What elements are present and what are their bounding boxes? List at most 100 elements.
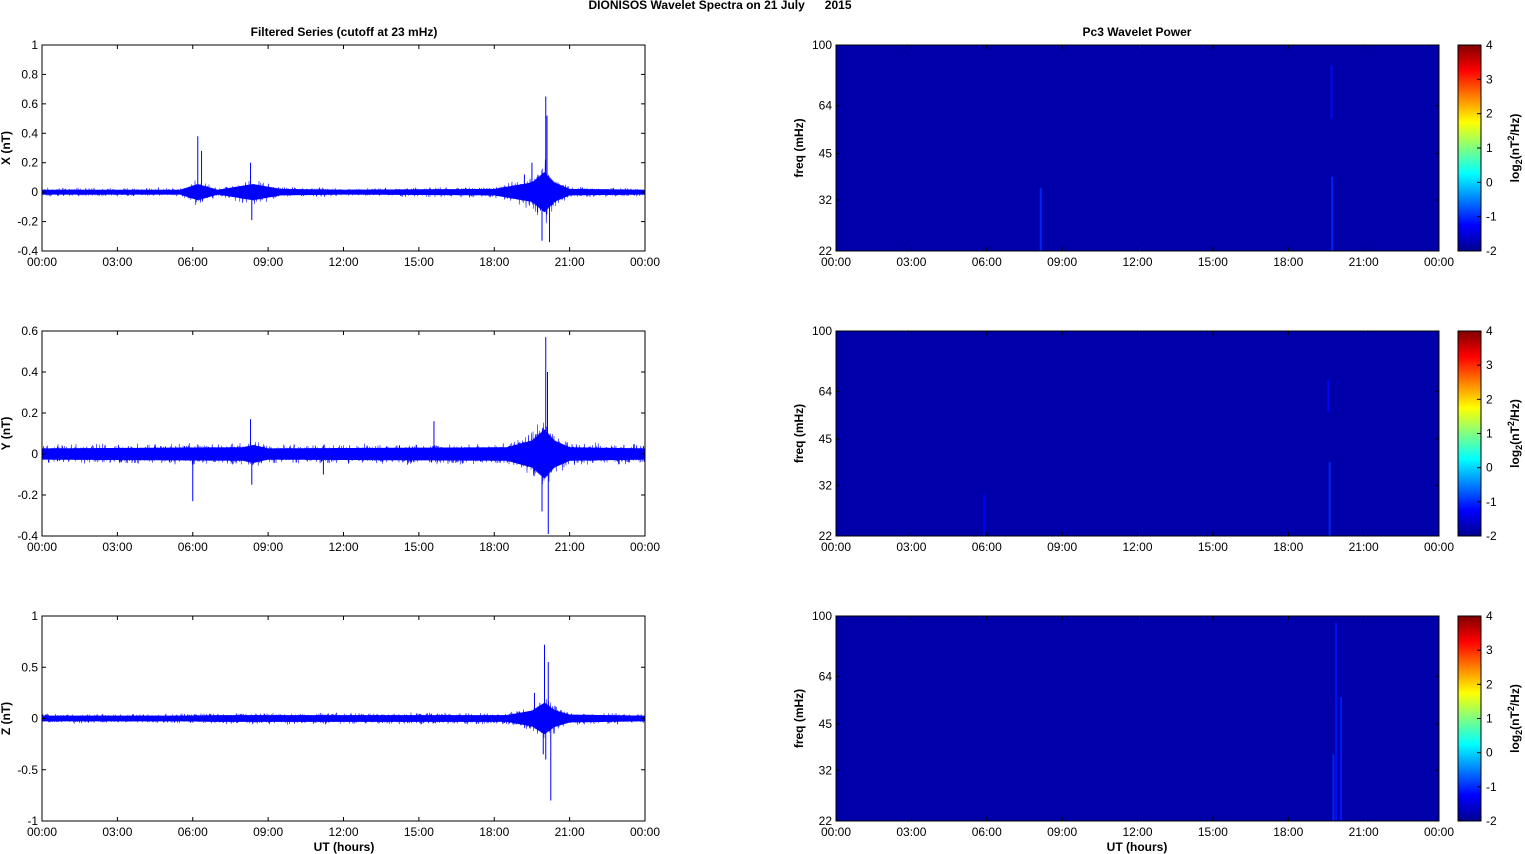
x-tick-label: 06:00 <box>178 825 208 839</box>
x-tick-label: 03:00 <box>102 540 132 554</box>
x-tick-label: 12:00 <box>328 825 358 839</box>
x-tick-label: 00:00 <box>1424 540 1454 554</box>
y-tick-label: 0 <box>31 712 38 726</box>
timeseries-x-ticks: 00:00 03:00 06:00 09:00 12:00 15:00 18:00 21:00… <box>27 616 660 839</box>
y-tick-label: 0.6 <box>21 324 38 338</box>
right-x-axis-label: UT (hours) <box>1107 840 1168 854</box>
wavelet-power-map <box>836 331 1439 536</box>
x-tick-label: 15:00 <box>1198 540 1228 554</box>
wavelet-x-ticks: 00:00 03:00 06:00 09:00 12:00 15:00 18:00 21:00… <box>821 616 1454 839</box>
y-tick-label: -0.4 <box>17 244 38 258</box>
wavelet-panel: 22 32 45 64 100 freq (mHz) <box>792 324 1440 543</box>
colorbar-tick-label: 3 <box>1486 643 1493 657</box>
wavelet-power-feature <box>1332 754 1335 821</box>
colorbar-tick-label: 3 <box>1486 358 1493 372</box>
colorbar: -2 -1 0 1 2 3 4 log2(nT2/Hz) <box>1457 609 1524 828</box>
plot-area <box>42 45 645 251</box>
colorbar-tick-label: -2 <box>1486 244 1497 258</box>
x-tick-label: 21:00 <box>555 825 585 839</box>
x-tick-label: 09:00 <box>1047 255 1077 269</box>
y-tick-label: 100 <box>812 324 832 338</box>
y-tick-label: 45 <box>819 717 833 731</box>
wavelet-x-ticks: 00:00 03:00 06:00 09:00 12:00 15:00 18:00 21:00… <box>821 45 1454 269</box>
x-tick-label: 03:00 <box>896 540 926 554</box>
x-tick-label: 03:00 <box>896 825 926 839</box>
x-tick-label: 03:00 <box>102 255 132 269</box>
x-tick-label: 12:00 <box>328 255 358 269</box>
colorbar-tick-label: -1 <box>1486 780 1497 794</box>
y-axis-label: Z (nT) <box>0 702 13 735</box>
colorbar-tick-label: 4 <box>1486 324 1493 338</box>
wavelet-power-feature <box>1330 65 1333 120</box>
colorbar-tick-label: 0 <box>1486 461 1493 475</box>
colorbar: -2 -1 0 1 2 3 4 log2(nT2/Hz) <box>1457 324 1524 543</box>
wavelet-power-map <box>836 45 1439 251</box>
x-tick-label: 06:00 <box>972 255 1002 269</box>
x-tick-label: 15:00 <box>404 255 434 269</box>
colorbar-tick-label: 4 <box>1486 609 1493 623</box>
y-tick-label: 0.8 <box>21 67 38 81</box>
x-tick-label: 21:00 <box>1349 255 1379 269</box>
y-tick-label: 32 <box>819 478 833 492</box>
colorbar-tick-label: -1 <box>1486 210 1497 224</box>
x-tick-label: 15:00 <box>1198 255 1228 269</box>
colorbar-tick-label: 1 <box>1486 712 1493 726</box>
x-tick-label: 18:00 <box>1273 255 1303 269</box>
wavelet-power-feature <box>1334 622 1337 821</box>
x-tick-label: 21:00 <box>555 255 585 269</box>
x-tick-label: 00:00 <box>27 825 57 839</box>
timeseries-panel: -0.4 -0.2 0 0.2 0.4 0.6 0.8 1 X (nT) <box>0 38 646 258</box>
wavelet-power-feature <box>1328 462 1331 536</box>
wavelet-power-feature <box>983 494 986 536</box>
x-tick-label: 15:00 <box>404 540 434 554</box>
y-tick-label: 64 <box>819 384 833 398</box>
colorbar-tick-label: 0 <box>1486 175 1493 189</box>
wavelet-power-feature <box>1340 696 1343 821</box>
timeseries-x-ticks: 00:00 03:00 06:00 09:00 12:00 15:00 18:00 21:00… <box>27 331 660 554</box>
x-tick-label: 18:00 <box>1273 825 1303 839</box>
y-tick-label: 0.4 <box>21 365 38 379</box>
colorbar-tick-label: 2 <box>1486 392 1493 406</box>
x-tick-label: 00:00 <box>27 255 57 269</box>
y-tick-label: 45 <box>819 147 833 161</box>
y-tick-label: -0.2 <box>17 215 38 229</box>
colorbar-label: log2(nT2/Hz) <box>1506 399 1524 468</box>
x-tick-label: 00:00 <box>821 540 851 554</box>
y-tick-label: 45 <box>819 432 833 446</box>
x-tick-label: 12:00 <box>1122 540 1152 554</box>
y-tick-label: 0.4 <box>21 126 38 140</box>
x-tick-label: 00:00 <box>1424 255 1454 269</box>
wavelet-power-feature <box>1327 379 1330 412</box>
wavelet-power-map <box>836 616 1439 821</box>
x-tick-label: 00:00 <box>630 255 660 269</box>
wavelet-power-feature <box>1039 187 1042 251</box>
x-tick-label: 06:00 <box>972 540 1002 554</box>
colorbar-tick-label: -2 <box>1486 814 1497 828</box>
y-tick-label: 0 <box>31 447 38 461</box>
colorbar-tick-label: -2 <box>1486 529 1497 543</box>
colorbar-tick-label: 0 <box>1486 746 1493 760</box>
y-tick-label: 100 <box>812 609 832 623</box>
y-axis-label: Y (nT) <box>0 417 13 451</box>
y-tick-label: -0.5 <box>17 763 38 777</box>
y-axis-label: freq (mHz) <box>792 689 806 748</box>
x-tick-label: 09:00 <box>1047 825 1077 839</box>
y-tick-label: -0.2 <box>17 488 38 502</box>
wavelet-x-ticks: 00:00 03:00 06:00 09:00 12:00 15:00 18:00 21:00… <box>821 331 1454 554</box>
colorbar-tick-label: -1 <box>1486 495 1497 509</box>
x-tick-label: 09:00 <box>253 255 283 269</box>
timeseries-x-ticks: 00:00 03:00 06:00 09:00 12:00 15:00 18:00 21:00… <box>27 45 660 269</box>
y-tick-label: 1 <box>31 609 38 623</box>
colorbar-label: log2(nT2/Hz) <box>1506 114 1524 183</box>
y-tick-label: 1 <box>31 38 38 52</box>
y-axis-label: X (nT) <box>0 131 13 165</box>
x-tick-label: 00:00 <box>821 825 851 839</box>
x-tick-label: 00:00 <box>821 255 851 269</box>
x-tick-label: 03:00 <box>102 825 132 839</box>
x-tick-label: 03:00 <box>896 255 926 269</box>
y-tick-label: -1 <box>27 814 38 828</box>
x-tick-label: 15:00 <box>1198 825 1228 839</box>
x-tick-label: 09:00 <box>253 825 283 839</box>
colorbar-tick-label: 2 <box>1486 677 1493 691</box>
